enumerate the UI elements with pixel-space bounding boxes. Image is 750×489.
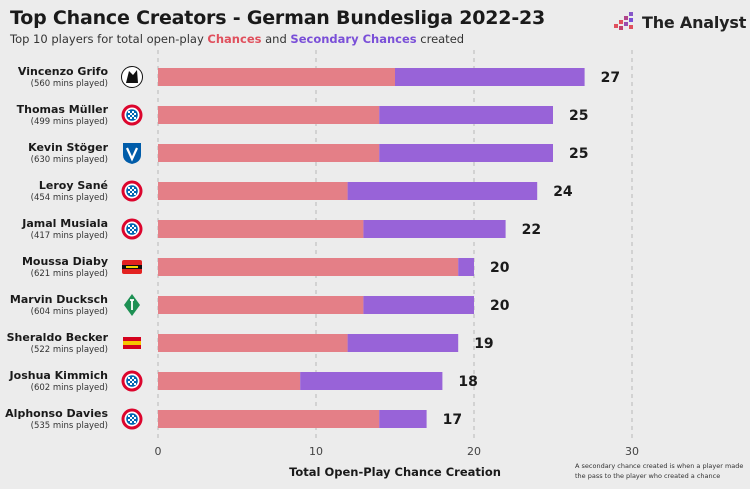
player-name: Joshua Kimmich: [9, 369, 108, 382]
subtitle-chances-label: Chances: [207, 32, 262, 46]
player-minutes: (522 mins played): [31, 345, 108, 355]
subtitle-prefix: Top 10 players for total open-play: [10, 32, 204, 46]
player-name: Kevin Stöger: [28, 141, 108, 154]
player-minutes: (454 mins played): [31, 193, 108, 203]
player-name: Moussa Diaby: [22, 255, 108, 268]
bar-chances: [158, 182, 348, 200]
bayern-crest-icon: [121, 408, 143, 430]
player-minutes: (621 mins played): [31, 269, 108, 279]
player-minutes: (602 mins played): [31, 383, 108, 393]
player-minutes: (604 mins played): [31, 307, 108, 317]
chart-subtitle: Top 10 players for total open-play Chanc…: [10, 32, 464, 46]
bremen-crest-icon: [124, 294, 140, 316]
subtitle-and: and: [265, 32, 287, 46]
player-minutes: (499 mins played): [31, 117, 108, 127]
total-label: 19: [474, 336, 493, 352]
footnote: A secondary chance created is when a pla…: [575, 462, 744, 480]
total-label: 17: [443, 412, 462, 428]
x-axis-label: Total Open-Play Chance Creation: [289, 465, 501, 479]
bar-chances: [158, 220, 364, 238]
analyst-logo-icon: [614, 12, 633, 30]
player-minutes: (417 mins played): [31, 231, 108, 241]
bayern-crest-icon: [121, 218, 143, 240]
player-name: Thomas Müller: [17, 103, 109, 116]
player-name: Jamal Musiala: [21, 217, 108, 230]
bar-chances: [158, 410, 380, 428]
total-label: 25: [569, 146, 588, 162]
player-minutes: (560 mins played): [31, 79, 108, 89]
bar-chances: [158, 296, 364, 314]
bar-chances: [158, 106, 380, 124]
subtitle-suffix: created: [420, 32, 465, 46]
player-minutes: (535 mins played): [31, 421, 108, 431]
player-name: Alphonso Davies: [5, 407, 108, 420]
bar-secondary-chances: [458, 258, 474, 276]
player-name: Leroy Sané: [39, 179, 108, 192]
player-name: Sheraldo Becker: [7, 331, 109, 344]
bar-secondary-chances: [363, 296, 474, 314]
chart-title: Top Chance Creators - German Bundesliga …: [10, 7, 546, 29]
bar-chances: [158, 68, 395, 86]
bar-secondary-chances: [379, 144, 553, 162]
bar-secondary-chances: [363, 220, 506, 238]
bar-secondary-chances: [300, 372, 443, 390]
x-tick-label: 10: [309, 445, 323, 458]
union-berlin-crest-icon: [123, 337, 141, 349]
x-tick-label: 20: [467, 445, 481, 458]
leverkusen-crest-icon: [122, 260, 142, 274]
total-label: 27: [601, 70, 620, 86]
player-minutes: (630 mins played): [31, 155, 108, 165]
brand-name: The Analyst: [642, 12, 747, 32]
brand-logo: The Analyst: [614, 12, 746, 32]
player-name: Vincenzo Grifo: [18, 65, 109, 78]
bar-chances: [158, 334, 348, 352]
total-label: 24: [553, 184, 573, 200]
labels-layer: 27 Vincenzo Grifo(560 mins played) 25 Thoma…: [5, 65, 620, 431]
total-label: 20: [490, 260, 510, 276]
bars-layer: [158, 68, 585, 428]
bayern-crest-icon: [121, 104, 143, 126]
player-name: Marvin Ducksch: [10, 293, 108, 306]
x-tick-label: 30: [625, 445, 639, 458]
x-tick-label: 0: [155, 445, 162, 458]
freiburg-crest-icon: [121, 66, 143, 88]
bar-secondary-chances: [347, 334, 459, 352]
total-label: 20: [490, 298, 510, 314]
bar-secondary-chances: [379, 410, 427, 428]
total-label: 25: [569, 108, 588, 124]
bar-chances: [158, 144, 380, 162]
total-label: 22: [522, 222, 541, 238]
total-label: 18: [458, 374, 477, 390]
bar-secondary-chances: [347, 182, 538, 200]
bar-secondary-chances: [379, 106, 553, 124]
bochum-crest-icon: [123, 143, 141, 164]
bayern-crest-icon: [121, 370, 143, 392]
axis-layer: 0 10 20 30 Total Open-Play Chance Creation: [155, 445, 640, 479]
subtitle-secondary-label: Secondary Chances: [290, 32, 417, 46]
bayern-crest-icon: [121, 180, 143, 202]
bar-chances: [158, 372, 301, 390]
bar-secondary-chances: [395, 68, 585, 86]
bar-chances: [158, 258, 459, 276]
